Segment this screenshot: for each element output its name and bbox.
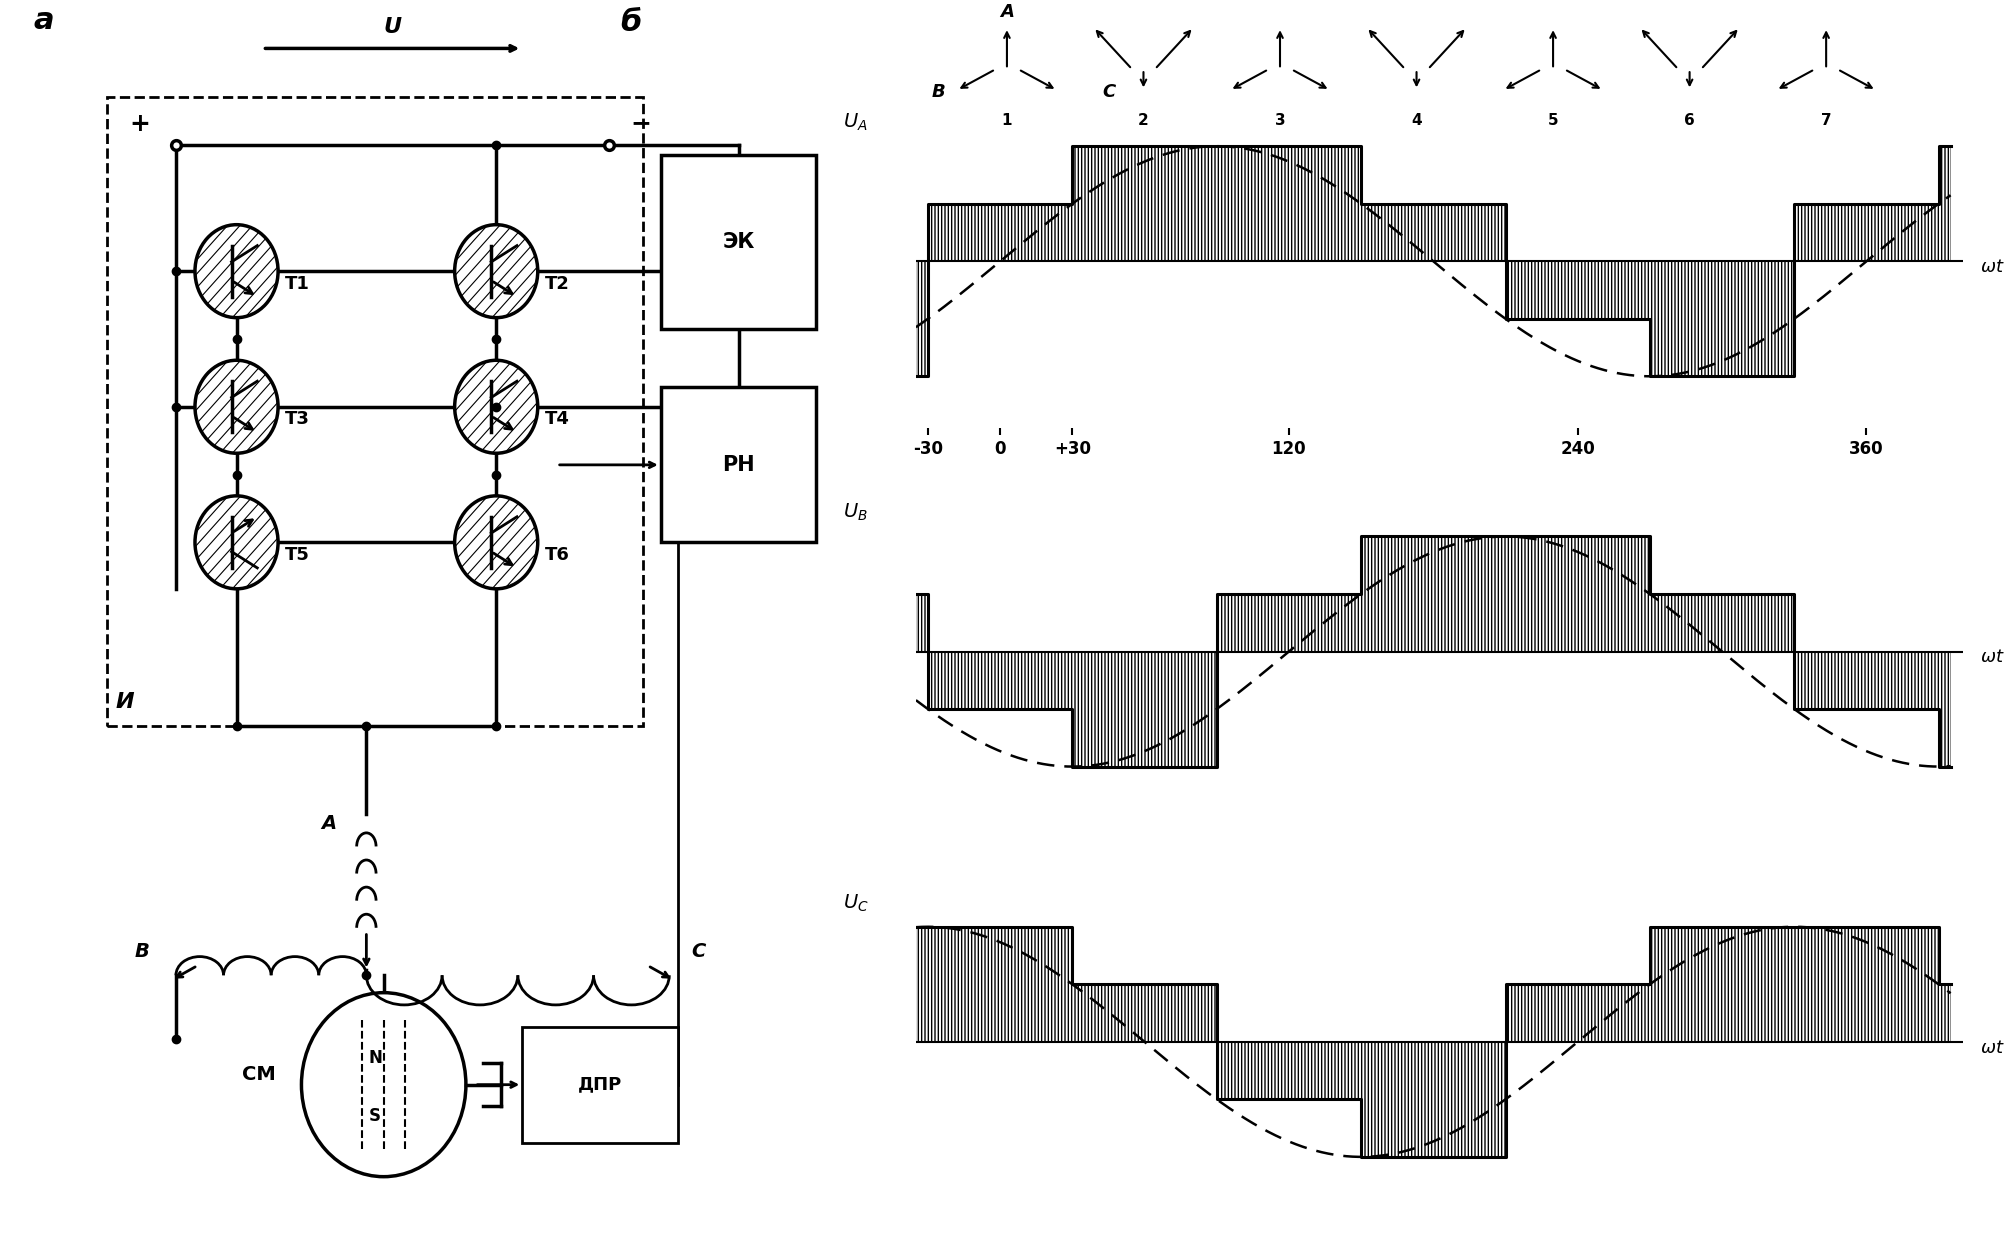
FancyBboxPatch shape bbox=[660, 388, 817, 543]
Text: 4: 4 bbox=[1411, 113, 1421, 128]
Text: T3: T3 bbox=[286, 410, 310, 428]
Text: a: a bbox=[32, 6, 54, 35]
Text: 7: 7 bbox=[1822, 113, 1832, 128]
Text: 2: 2 bbox=[1137, 113, 1149, 128]
Text: И: И bbox=[115, 691, 135, 711]
Text: T6: T6 bbox=[546, 545, 570, 564]
FancyBboxPatch shape bbox=[660, 155, 817, 330]
Text: 1: 1 bbox=[1002, 113, 1013, 128]
Circle shape bbox=[195, 224, 278, 317]
Text: C: C bbox=[690, 942, 705, 961]
Text: B: B bbox=[932, 83, 946, 101]
Circle shape bbox=[195, 360, 278, 453]
Text: 5: 5 bbox=[1548, 113, 1558, 128]
Text: $\omega t$: $\omega t$ bbox=[1979, 648, 2005, 666]
Text: −: − bbox=[630, 112, 652, 136]
Circle shape bbox=[455, 496, 537, 589]
Text: РН: РН bbox=[723, 454, 755, 475]
Text: ДПР: ДПР bbox=[578, 1075, 622, 1094]
Text: 3: 3 bbox=[1274, 113, 1286, 128]
Text: C: C bbox=[1103, 83, 1115, 101]
Circle shape bbox=[302, 992, 465, 1177]
Text: A: A bbox=[320, 813, 336, 832]
Text: U: U bbox=[382, 16, 401, 37]
Circle shape bbox=[455, 224, 537, 317]
FancyBboxPatch shape bbox=[521, 1026, 678, 1143]
Circle shape bbox=[455, 360, 537, 453]
Text: 6: 6 bbox=[1685, 113, 1695, 128]
Text: B: B bbox=[135, 942, 149, 961]
Text: T4: T4 bbox=[546, 410, 570, 428]
Text: СМ: СМ bbox=[242, 1065, 276, 1084]
Text: $\omega t$: $\omega t$ bbox=[1979, 258, 2005, 276]
Text: $U_A$: $U_A$ bbox=[843, 112, 868, 133]
Text: A: A bbox=[1000, 3, 1015, 21]
Text: $U_C$: $U_C$ bbox=[843, 893, 870, 914]
Text: $\omega t$: $\omega t$ bbox=[1979, 1039, 2005, 1056]
Text: $U_B$: $U_B$ bbox=[843, 502, 868, 524]
Text: N: N bbox=[368, 1049, 382, 1066]
Circle shape bbox=[195, 496, 278, 589]
Text: T5: T5 bbox=[286, 545, 310, 564]
Text: T1: T1 bbox=[286, 274, 310, 292]
Text: +: + bbox=[129, 112, 149, 136]
Text: б: б bbox=[620, 9, 642, 38]
Text: T2: T2 bbox=[546, 274, 570, 292]
Text: ЭК: ЭК bbox=[723, 232, 755, 252]
Text: S: S bbox=[368, 1107, 380, 1124]
